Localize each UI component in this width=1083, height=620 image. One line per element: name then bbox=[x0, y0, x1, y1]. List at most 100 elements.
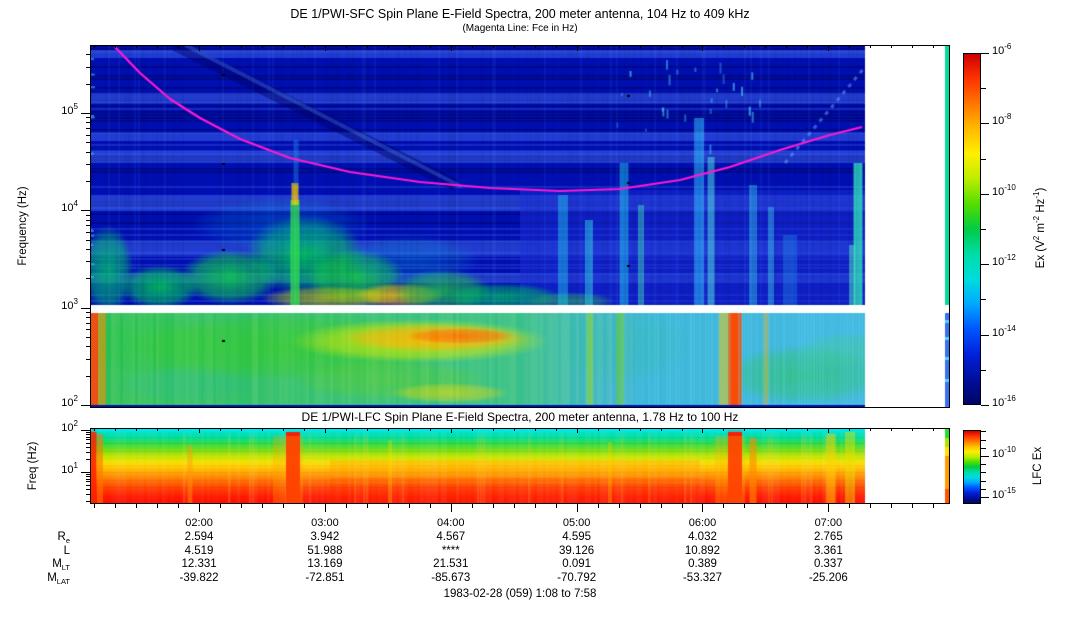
x-minor-tick-sfc-top bbox=[744, 45, 746, 48]
x-tick-label: 02:00 bbox=[185, 517, 213, 529]
x-minor-tick-bottom bbox=[408, 504, 410, 508]
x-minor-tick-lfc-top bbox=[513, 428, 515, 431]
lfc-y-major-tick bbox=[81, 472, 90, 473]
x-major-tick-lfc-top bbox=[702, 428, 704, 433]
x-minor-tick-lfc-top bbox=[136, 428, 138, 431]
sfc-y-minor-tick bbox=[86, 322, 90, 324]
x-major-tick-bottom bbox=[576, 504, 578, 512]
x-minor-tick-bottom bbox=[387, 504, 389, 508]
x-major-tick-bottom bbox=[199, 504, 201, 512]
x-minor-tick-sfc-top bbox=[241, 45, 243, 48]
x-minor-tick-sfc-top bbox=[870, 45, 872, 48]
x-tick-label: 03:00 bbox=[311, 517, 339, 529]
lfc-cb-minor-tick bbox=[981, 431, 986, 433]
x-minor-tick-bottom bbox=[157, 504, 159, 508]
x-minor-tick-bottom bbox=[178, 504, 180, 508]
x-minor-tick-sfc-top bbox=[345, 45, 347, 48]
sfc-y-axis-label: Frequency (Hz) bbox=[17, 186, 29, 266]
ephemeris-value: -72.851 bbox=[305, 572, 345, 584]
x-minor-tick-lfc-top bbox=[555, 428, 557, 431]
x-minor-tick-bottom bbox=[870, 504, 872, 508]
x-minor-tick-sfc-top bbox=[492, 45, 494, 48]
x-tick-label: 07:00 bbox=[814, 517, 843, 529]
lfc-plot-border bbox=[90, 428, 950, 504]
lfc-y-minor-tick bbox=[86, 451, 90, 453]
x-minor-tick-lfc-top bbox=[723, 428, 725, 431]
sfc-y-minor-tick bbox=[86, 278, 90, 280]
sfc-cb-major-tick bbox=[981, 53, 989, 54]
x-minor-tick-sfc-top bbox=[786, 45, 788, 48]
sfc-y-major-tick bbox=[81, 405, 90, 406]
x-minor-tick-lfc-top bbox=[387, 428, 389, 431]
sfc-colorbar bbox=[963, 53, 981, 405]
lfc-y-minor-tick bbox=[86, 434, 90, 436]
ephemeris-value: -25.206 bbox=[808, 572, 848, 584]
superscript: -8 bbox=[1004, 112, 1012, 122]
x-major-tick-sfc-top bbox=[702, 45, 704, 51]
x-minor-tick-sfc-top bbox=[429, 45, 431, 48]
x-minor-tick-bottom bbox=[345, 504, 347, 508]
x-minor-tick-sfc-top bbox=[765, 45, 767, 48]
x-minor-tick-sfc-top bbox=[807, 45, 809, 48]
x-major-tick-lfc-top bbox=[199, 428, 201, 433]
lfc-y-minor-tick bbox=[86, 501, 90, 503]
superscript: -1 bbox=[1032, 191, 1041, 199]
x-minor-tick-bottom bbox=[136, 504, 138, 508]
superscript: 3 bbox=[73, 296, 78, 306]
x-minor-tick-lfc-top bbox=[94, 428, 96, 431]
sfc-y-tick-label: 104 bbox=[61, 199, 78, 215]
x-tick-label: 05:00 bbox=[562, 517, 591, 529]
ephemeris-value: 21.531 bbox=[433, 558, 469, 570]
ephemeris-value: **** bbox=[441, 545, 460, 557]
x-minor-tick-sfc-top bbox=[681, 45, 683, 48]
x-major-tick-bottom bbox=[828, 504, 830, 512]
x-major-tick-bottom bbox=[450, 504, 452, 512]
ephemeris-row-label: MLT bbox=[52, 558, 70, 572]
superscript: -15 bbox=[1004, 486, 1016, 495]
x-minor-tick-bottom bbox=[723, 504, 725, 508]
lfc-cb-minor-tick bbox=[981, 447, 986, 449]
sfc-y-minor-tick bbox=[86, 329, 90, 331]
sfc-cb-minor-tick bbox=[981, 299, 986, 301]
x-minor-tick-bottom bbox=[94, 504, 96, 508]
x-minor-tick-sfc-top bbox=[660, 45, 662, 48]
date-range-footer: 1983-02-28 (059) 1:08 to 7:58 bbox=[443, 588, 597, 600]
x-minor-tick-lfc-top bbox=[241, 428, 243, 431]
x-minor-tick-bottom bbox=[282, 504, 284, 508]
x-minor-tick-sfc-top bbox=[513, 45, 515, 48]
ephemeris-value: 4.519 bbox=[184, 545, 214, 557]
lfc-y-minor-tick bbox=[86, 488, 90, 490]
x-minor-tick-lfc-top bbox=[765, 428, 767, 431]
superscript: 5 bbox=[73, 102, 78, 111]
lfc-y-minor-tick bbox=[86, 481, 90, 483]
x-minor-tick-lfc-top bbox=[220, 428, 222, 431]
x-major-tick-lfc-top bbox=[324, 428, 326, 433]
sfc-cb-major-tick bbox=[981, 123, 989, 125]
x-minor-tick-bottom bbox=[513, 504, 515, 508]
x-minor-tick-bottom bbox=[115, 504, 117, 508]
x-minor-tick-bottom bbox=[471, 504, 473, 508]
x-minor-tick-bottom bbox=[534, 504, 536, 508]
x-minor-tick-sfc-top bbox=[303, 45, 305, 48]
x-minor-tick-sfc-top bbox=[262, 45, 263, 48]
x-minor-tick-bottom bbox=[849, 504, 851, 508]
x-minor-tick-sfc-top bbox=[220, 45, 222, 48]
superscript: 2 bbox=[73, 419, 78, 428]
x-major-tick-lfc-top bbox=[828, 428, 830, 433]
lfc-cb-tick-label: 10-15 bbox=[992, 486, 1016, 501]
x-minor-tick-lfc-top bbox=[157, 428, 159, 431]
ephemeris-value: 4.567 bbox=[436, 531, 466, 543]
x-major-tick-sfc-top bbox=[576, 45, 578, 51]
superscript: -10 bbox=[1004, 445, 1016, 454]
ephemeris-value: 0.389 bbox=[688, 558, 717, 570]
sfc-y-minor-tick bbox=[86, 181, 90, 183]
x-minor-tick-bottom bbox=[639, 504, 641, 508]
x-minor-tick-lfc-top bbox=[262, 428, 263, 431]
sfc-y-minor-tick bbox=[86, 261, 90, 263]
x-minor-tick-sfc-top bbox=[136, 45, 138, 48]
sfc-cb-tick-label: 10-8 bbox=[992, 112, 1012, 128]
x-minor-tick-lfc-top bbox=[345, 428, 347, 431]
x-minor-tick-bottom bbox=[241, 504, 243, 508]
x-minor-tick-lfc-top bbox=[681, 428, 683, 431]
superscript: 2 bbox=[1032, 235, 1041, 241]
